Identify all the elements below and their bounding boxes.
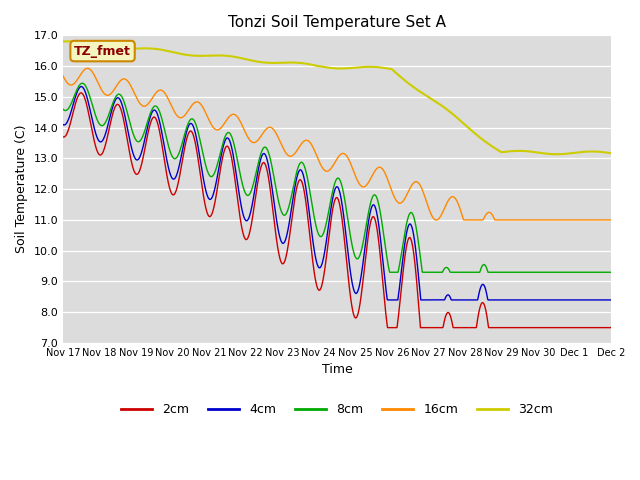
Legend: 2cm, 4cm, 8cm, 16cm, 32cm: 2cm, 4cm, 8cm, 16cm, 32cm bbox=[116, 398, 558, 421]
Text: TZ_fmet: TZ_fmet bbox=[74, 45, 131, 58]
Y-axis label: Soil Temperature (C): Soil Temperature (C) bbox=[15, 125, 28, 253]
Title: Tonzi Soil Temperature Set A: Tonzi Soil Temperature Set A bbox=[228, 15, 446, 30]
X-axis label: Time: Time bbox=[322, 363, 353, 376]
